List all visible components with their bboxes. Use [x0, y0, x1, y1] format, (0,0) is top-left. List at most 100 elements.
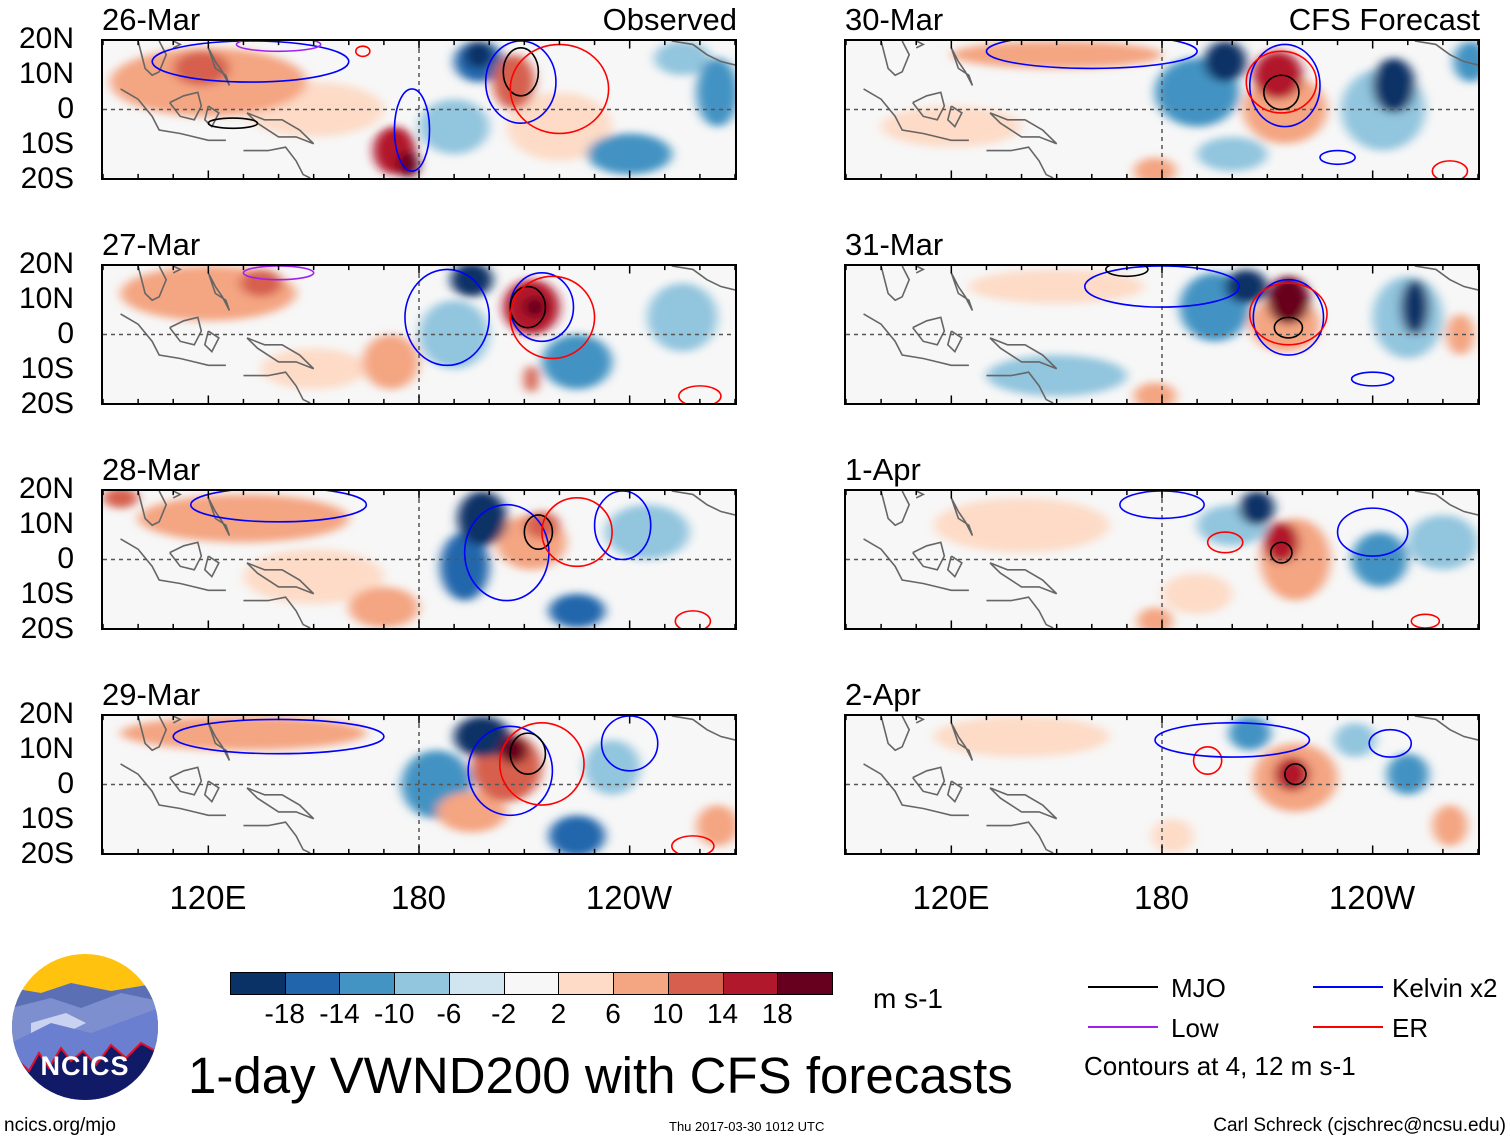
- legend-line-low: [1088, 1026, 1158, 1028]
- coastline: [913, 92, 945, 119]
- anomaly-feature: [1446, 313, 1475, 356]
- coastline: [864, 539, 969, 590]
- contour-er: [1411, 614, 1439, 628]
- colorbar-swatch: [777, 972, 833, 995]
- coastline: [881, 41, 909, 75]
- anomaly-feature: [1386, 753, 1429, 795]
- colorbar-swatch: [230, 972, 286, 995]
- contour-er: [1246, 51, 1316, 113]
- anomaly-feature: [1239, 491, 1275, 526]
- lat-tick-label: 20N: [18, 697, 74, 730]
- panel-date: 27-Mar: [102, 227, 201, 262]
- map-panel-1-apr: [844, 489, 1480, 630]
- coastline: [986, 372, 1053, 403]
- anomaly-feature: [1400, 279, 1429, 335]
- coastline: [672, 41, 735, 65]
- anomaly-feature: [450, 266, 493, 297]
- coastline: [170, 542, 202, 569]
- lat-tick-label: 0: [57, 767, 74, 800]
- anomaly-feature: [440, 532, 490, 601]
- panel-date: 2-Apr: [845, 677, 921, 712]
- figure-title: 1-day VWND200 with CFS forecasts: [188, 1047, 1013, 1104]
- coastline: [913, 317, 945, 344]
- contour-kelvin: [1250, 44, 1320, 126]
- anomaly-feature: [933, 716, 1110, 758]
- colorbar-label: 14: [706, 998, 739, 1029]
- anomaly-feature: [1267, 276, 1310, 325]
- anomaly-feature: [103, 491, 139, 509]
- lat-tick-label: 20N: [18, 247, 74, 280]
- contour-er: [500, 723, 584, 805]
- anomaly-feature: [605, 504, 690, 560]
- contour-kelvin: [191, 491, 367, 522]
- coastline: [1415, 41, 1478, 65]
- coastline: [208, 498, 229, 536]
- lat-tick-label: 10S: [20, 352, 74, 385]
- legend-label-kelvin: Kelvin x2: [1392, 973, 1498, 1003]
- coastline: [881, 266, 909, 300]
- anomaly-feature: [1197, 136, 1268, 172]
- contour-kelvin: [1085, 266, 1239, 307]
- anomaly-feature: [348, 586, 419, 628]
- anomaly-feature: [499, 736, 528, 764]
- contour-kelvin: [602, 716, 658, 771]
- lon-tick-label: 120E: [912, 879, 990, 916]
- anomaly-feature: [419, 300, 490, 369]
- coastline: [916, 41, 923, 48]
- lat-tick-label: 20N: [18, 22, 74, 55]
- anomaly-feature: [933, 497, 1110, 553]
- anomaly-feature: [1407, 514, 1478, 570]
- lat-tick-label: 0: [57, 542, 74, 575]
- anomaly-feature: [362, 334, 419, 390]
- contour-kelvin: [1120, 491, 1204, 518]
- coastline: [990, 788, 1057, 819]
- coastline: [173, 41, 180, 48]
- contour-mjo: [503, 48, 538, 96]
- map-panel-28-mar: [101, 489, 737, 630]
- panel-date: 1-Apr: [845, 452, 921, 487]
- contour-er: [1432, 161, 1467, 178]
- anomaly-feature: [1151, 818, 1194, 853]
- anomaly-feature: [548, 593, 606, 628]
- legend-line-mjo: [1088, 986, 1158, 988]
- coastline: [138, 491, 166, 525]
- ncics-logo: NCICS: [11, 953, 159, 1101]
- anomaly-feature: [464, 41, 493, 69]
- anomaly-feature: [1225, 269, 1268, 304]
- anomaly-feature: [584, 739, 641, 795]
- lat-tick-label: 10N: [18, 57, 74, 90]
- anomaly-feature: [239, 269, 283, 297]
- anomaly-feature: [1133, 382, 1177, 403]
- legend-label-mjo: MJO: [1171, 973, 1226, 1003]
- map-panel-2-apr: [844, 714, 1480, 855]
- contour-mjo: [1106, 266, 1148, 276]
- contour-kelvin: [1338, 508, 1408, 556]
- colorbar-label: 10: [652, 998, 684, 1029]
- coastline: [170, 767, 202, 794]
- anomaly-feature: [1351, 532, 1408, 587]
- colorbar-label: 18: [761, 998, 793, 1029]
- anomaly-feature: [524, 365, 539, 393]
- contour-kelvin: [1155, 723, 1309, 757]
- coastline: [170, 317, 202, 344]
- contour-kelvin: [1352, 372, 1394, 386]
- anomaly-feature: [492, 54, 535, 110]
- coastline: [913, 542, 945, 569]
- contour-mjo: [524, 515, 552, 549]
- colorbar-swatch: [613, 972, 669, 995]
- colorbar-swatch: [284, 972, 341, 995]
- contour-kelvin: [405, 269, 489, 365]
- coastline: [121, 539, 226, 590]
- coastline: [948, 331, 962, 352]
- contour-mjo: [1271, 542, 1292, 563]
- contour-mjo: [1285, 764, 1306, 785]
- lat-tick-label: 10S: [20, 577, 74, 610]
- coastline: [173, 266, 180, 273]
- coastline: [243, 147, 310, 178]
- coastline: [916, 266, 923, 273]
- lat-tick-label: 10S: [20, 127, 74, 160]
- legend-note: Contours at 4, 12 m s-1: [1084, 1051, 1356, 1081]
- anomaly-feature: [1204, 41, 1247, 83]
- contour-kelvin: [986, 41, 1197, 68]
- coastline: [672, 266, 735, 290]
